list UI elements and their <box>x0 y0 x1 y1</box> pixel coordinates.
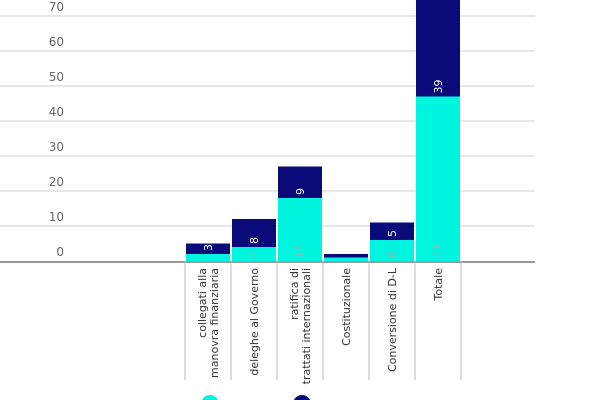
bar-segment <box>186 254 230 261</box>
x-tick-label: ratifica ditrattati internazionali <box>288 268 313 384</box>
bar-segment <box>232 247 276 261</box>
x-tick-label: Conversione di D-L <box>386 267 399 372</box>
x-tick-label: deleghe al Governo <box>248 268 261 376</box>
data-label: 39 <box>432 80 445 94</box>
y-tick-label: 30 <box>49 140 64 154</box>
bar-segment <box>186 243 230 254</box>
data-label: 9 <box>294 188 307 195</box>
bar-segment <box>416 96 460 261</box>
data-label: 47 <box>432 244 445 258</box>
data-label: 5 <box>386 230 399 237</box>
y-tick-label: 70 <box>49 0 64 14</box>
bar-segment <box>370 240 414 261</box>
bar-segment <box>324 254 368 258</box>
bar-segment <box>232 219 276 247</box>
data-label: 4 <box>248 251 261 258</box>
legend-marker <box>201 395 219 400</box>
data-label: 18 <box>294 244 307 258</box>
y-tick-label: 60 <box>49 35 64 49</box>
x-tick-label: collegati allamanovra finanziaria <box>196 268 221 378</box>
data-label: 6 <box>386 251 399 258</box>
legend-marker <box>293 395 311 400</box>
y-tick-label: 20 <box>49 175 64 189</box>
bar-segment <box>370 222 414 240</box>
y-tick-label: 10 <box>49 210 64 224</box>
bar-segment <box>416 0 460 97</box>
data-label: 8 <box>248 237 261 244</box>
data-label: 3 <box>202 244 215 251</box>
x-tick-label: Totale <box>432 268 445 302</box>
y-tick-label: 50 <box>49 70 64 84</box>
y-tick-label: 40 <box>49 105 64 119</box>
bar-segment <box>324 257 368 261</box>
bar-segment <box>278 198 322 261</box>
y-tick-label: 0 <box>56 245 64 259</box>
bar-segment <box>278 166 322 198</box>
x-tick-label: Costituzionale <box>340 268 353 346</box>
